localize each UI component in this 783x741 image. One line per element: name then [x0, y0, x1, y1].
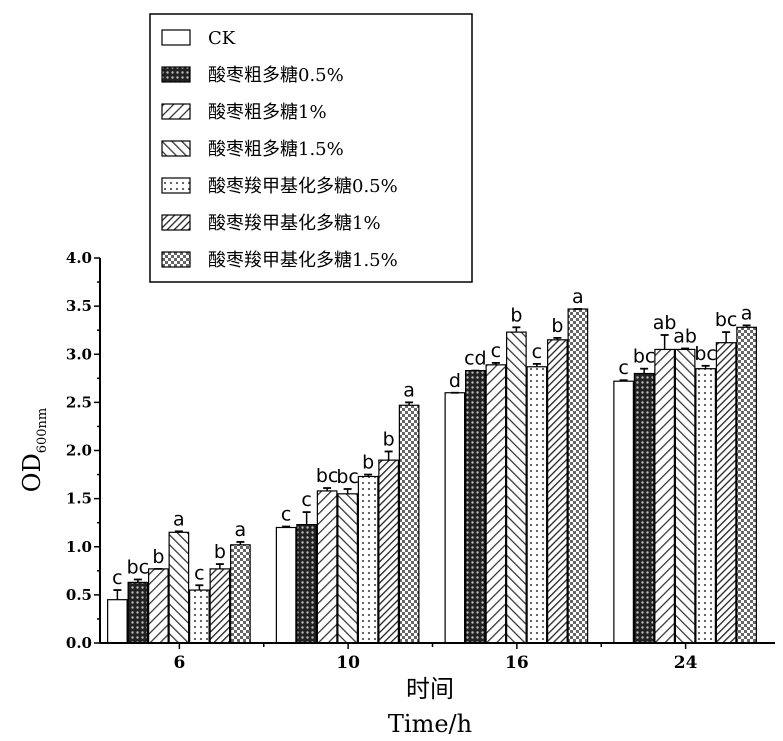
- y-axis-title: OD600nm: [18, 408, 50, 492]
- sig-letter-s5-6: b: [214, 541, 226, 563]
- y-tick-label: 0.0: [66, 634, 92, 652]
- y-tick-label: 3.5: [66, 297, 92, 315]
- y-tick-label: 4.0: [66, 249, 92, 267]
- x-tick-label-24: 24: [674, 653, 698, 673]
- sig-letter-s0-10: c: [281, 504, 291, 526]
- legend-swatch-2: [161, 103, 191, 120]
- sig-letter-s0-16: d: [449, 370, 461, 392]
- legend-label-4: 酸枣羧甲基化多糖0.5%: [208, 176, 398, 197]
- sig-letter-s1-10: c: [301, 489, 311, 511]
- legend-label-3: 酸枣粗多糖1.5%: [208, 139, 344, 160]
- y-tick-label: 2.5: [66, 393, 92, 411]
- legend: CK 酸枣粗多糖0.5% 酸枣粗多糖1% 酸枣粗多糖1.5% 酸枣羧甲基化多糖0.5% 酸…: [149, 13, 473, 283]
- sig-letter-s5-16: b: [551, 315, 563, 337]
- x-tick-label-6: 6: [173, 653, 185, 673]
- y-axis-title-sub: 600nm: [35, 408, 50, 454]
- legend-label-6: 酸枣羧甲基化多糖1.5%: [208, 250, 398, 271]
- bar-s3-6: [168, 531, 190, 644]
- bar-s5-10: [378, 459, 399, 644]
- legend-swatch-6: [161, 251, 191, 268]
- bar-s3-10: [337, 493, 358, 644]
- sig-letter-s3-6: a: [173, 508, 185, 530]
- x-tick-label-10: 10: [336, 653, 360, 673]
- bar-s5-24: [715, 342, 737, 644]
- sig-letter-s5-10: b: [383, 428, 395, 450]
- sig-letter-s1-24: bc: [633, 346, 656, 368]
- bar-s1-6: [127, 581, 149, 644]
- sig-letter-s0-6: c: [112, 567, 122, 589]
- bar-s6-10: [398, 404, 420, 644]
- legend-swatch-4: [161, 177, 191, 194]
- bar-s0-6: [107, 599, 128, 644]
- y-axis-title-main: OD: [18, 453, 46, 492]
- legend-swatch-0: [161, 29, 191, 46]
- y-tick-label: 3.0: [66, 345, 92, 363]
- bar-s3-24: [674, 348, 696, 644]
- bar-s3-16: [506, 331, 527, 644]
- sig-letter-s4-10: b: [362, 452, 374, 474]
- bar-s6-24: [736, 326, 757, 644]
- legend-label-1: 酸枣粗多糖0.5%: [208, 65, 344, 86]
- bar-s6-6: [230, 544, 251, 644]
- y-tick-label: 2.0: [66, 442, 92, 460]
- sig-letter-s1-6: bc: [127, 556, 150, 578]
- sig-letter-s6-24: a: [741, 302, 753, 324]
- sig-letter-s4-6: c: [194, 562, 204, 584]
- bar-s2-10: [316, 490, 338, 644]
- legend-label-5: 酸枣羧甲基化多糖1%: [208, 213, 381, 234]
- y-tick-label: 1.5: [66, 490, 92, 508]
- sig-letter-s2-16: c: [491, 340, 501, 362]
- x-tick-label-16: 16: [505, 653, 529, 673]
- sig-letter-s2-10: bc: [316, 465, 339, 487]
- x-axis-title-en: Time/h: [388, 710, 472, 738]
- bar-s4-24: [695, 368, 716, 644]
- sig-letter-s4-16: c: [532, 341, 542, 363]
- y-tick-label: 0.5: [66, 586, 92, 604]
- bar-s2-24: [654, 348, 675, 644]
- legend-box: [149, 13, 473, 283]
- axes-layer: 0.0 0.5 1.0 1.5 2.0 2.5 3.0 3.5 4.0 6 10 16 24: [66, 249, 775, 673]
- sig-letter-s6-6: a: [235, 519, 247, 541]
- sig-letter-s0-24: c: [618, 357, 628, 379]
- sig-letter-s3-10: bc: [336, 466, 359, 488]
- bar-s0-16: [444, 392, 466, 644]
- sig-letter-s5-24: bc: [715, 309, 738, 331]
- sig-letter-s2-24: ab: [653, 312, 677, 334]
- bar-s2-6: [148, 568, 169, 644]
- x-axis-title-cn: 时间: [406, 675, 454, 703]
- sig-letter-s4-24: bc: [694, 343, 717, 365]
- bar-s2-16: [485, 364, 507, 644]
- legend-swatch-5: [161, 214, 191, 231]
- bar-s0-24: [613, 380, 634, 644]
- bar-s6-16: [567, 308, 589, 644]
- sig-letter-s1-16: cd: [464, 348, 487, 370]
- bar-s0-10: [275, 526, 297, 644]
- sig-letter-s3-24: ab: [673, 325, 697, 347]
- bar-s1-24: [633, 372, 655, 644]
- y-tick-label: 1.0: [66, 538, 92, 556]
- bar-s5-16: [547, 339, 568, 644]
- svg-text:OD600nm: OD600nm: [18, 408, 50, 492]
- sig-letter-s6-10: a: [403, 379, 415, 401]
- sig-letter-s3-16: b: [510, 304, 522, 326]
- bar-s4-10: [357, 475, 379, 644]
- legend-label-0: CK: [208, 28, 236, 49]
- legend-label-2: 酸枣粗多糖1%: [208, 102, 327, 123]
- bar-s1-16: [465, 370, 486, 644]
- bar-s4-6: [189, 589, 210, 644]
- bar-s5-6: [209, 568, 231, 644]
- sig-letter-s6-16: a: [572, 286, 584, 308]
- bar-s4-16: [526, 366, 548, 644]
- legend-swatch-1: [161, 66, 191, 83]
- sig-letter-s2-6: b: [152, 546, 164, 568]
- legend-swatch-3: [161, 140, 191, 157]
- bar-s1-10: [296, 524, 317, 644]
